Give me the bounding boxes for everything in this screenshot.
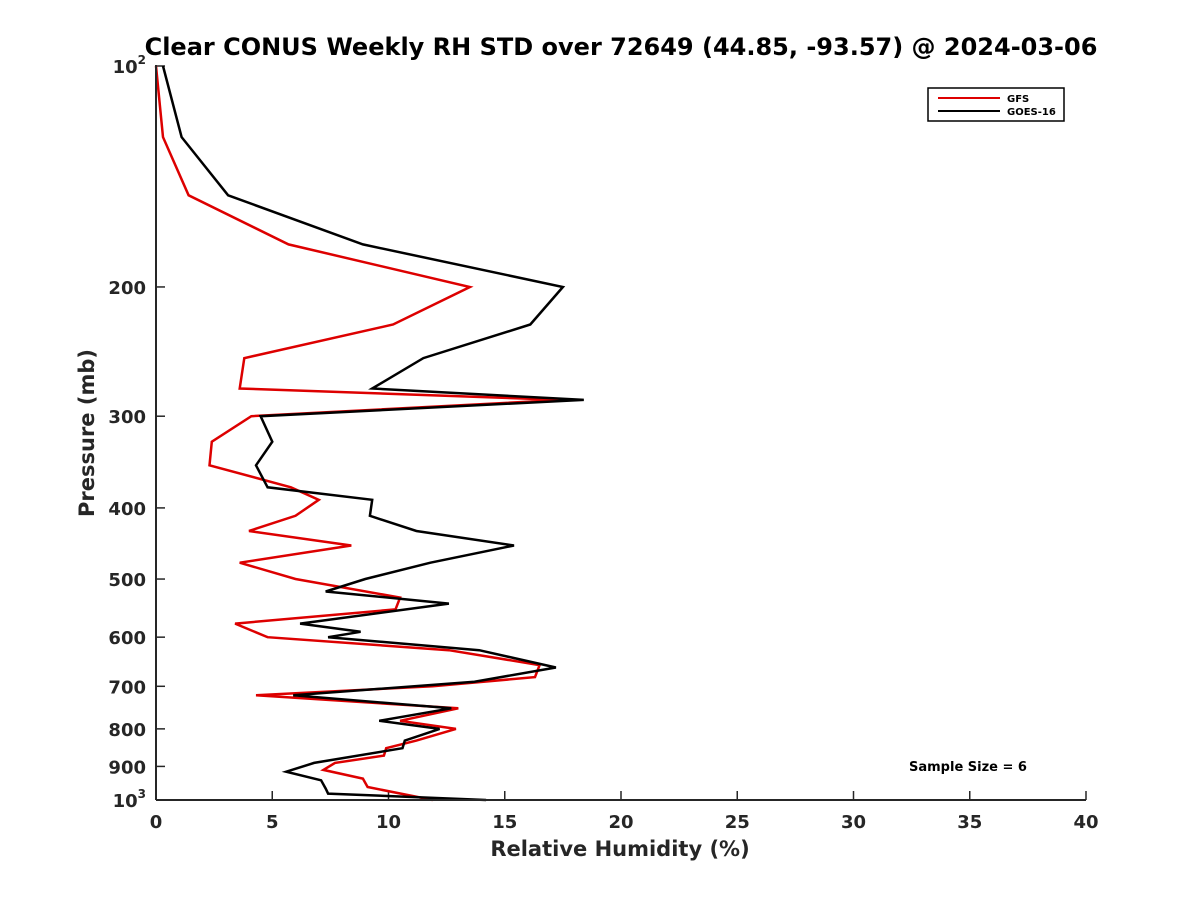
x-tick-label: 10 [376,812,401,833]
y-tick-exponent: 2 [138,53,146,67]
y-tick-label: 300 [108,407,146,428]
y-tick-label: 900 [108,757,146,778]
y-tick-label: 600 [108,628,146,649]
x-tick-label: 35 [957,812,982,833]
x-tick-label: 30 [841,812,866,833]
legend: GFS GOES-16 [927,87,1065,122]
y-tick-base: 10 [113,791,138,812]
x-tick-label: 25 [725,812,750,833]
x-tick-label: 40 [1073,812,1098,833]
y-tick-base: 10 [113,57,138,78]
legend-label-goes-16: GOES-16 [1007,107,1056,118]
y-tick-label: 103 [113,787,146,812]
series-line-goes-16 [161,65,584,802]
y-tick-label: 700 [108,677,146,698]
sample-size-annotation: Sample Size = 6 [909,760,1027,775]
legend-box [927,87,1065,122]
y-tick-exponent: 3 [138,787,146,801]
x-tick-label: 20 [608,812,633,833]
x-tick-label: 15 [492,812,517,833]
chart-title: Clear CONUS Weekly RH STD over 72649 (44… [145,33,1098,61]
axis-ticks: 0 5 10 15 20 25 30 35 40102200300400500600700800… [108,53,1098,833]
y-tick-label: 800 [108,720,146,741]
x-axis-label: Relative Humidity (%) [490,837,749,861]
x-tick-label: 5 [266,812,279,833]
y-tick-label: 400 [108,499,146,520]
data-series [154,65,584,802]
legend-label-gfs: GFS [1007,94,1029,105]
y-tick-label: 102 [113,53,146,78]
y-tick-label: 200 [108,278,146,299]
y-tick-label: 500 [108,570,146,591]
y-axis-label: Pressure (mb) [75,349,99,517]
x-tick-label: 0 [150,812,163,833]
